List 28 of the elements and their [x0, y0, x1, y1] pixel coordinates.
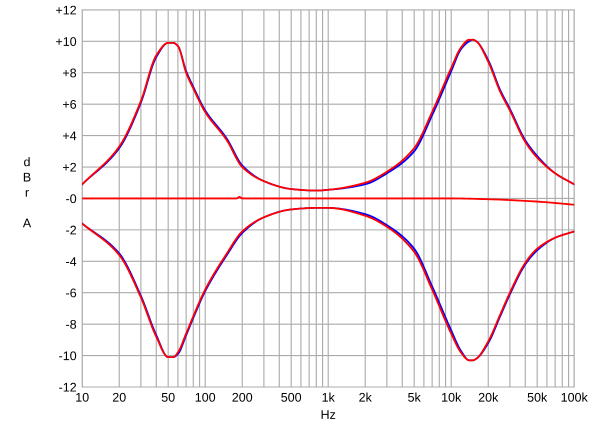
text: dBr A — [22, 157, 32, 228]
y-tick-label: +8 — [63, 68, 76, 78]
x-tick-label: 2k — [359, 392, 372, 402]
x-tick-label: 20k — [478, 392, 498, 402]
x-tick-label: 5k — [408, 392, 421, 402]
x-tick-label: 500 — [281, 392, 302, 402]
x-tick-label: 200 — [232, 392, 252, 402]
y-tick-label: +2 — [63, 162, 76, 172]
y-tick-label: +6 — [63, 100, 76, 109]
y-tick-label: +12 — [56, 6, 76, 14]
y-tick-label: +4 — [63, 132, 76, 140]
x-tick-label: 50k — [528, 392, 548, 402]
y-tick-label: -6 — [66, 288, 76, 298]
x-tick-label: 10 — [76, 392, 89, 402]
y-tick-label: -4 — [66, 257, 76, 266]
y-tick-label: -2 — [66, 226, 76, 234]
x-tick-label: 20 — [112, 392, 126, 402]
x-tick-label: 1k — [322, 392, 335, 402]
y-tick-label: -0 — [66, 194, 76, 204]
y-tick-label: -8 — [66, 320, 76, 329]
x-tick-label: 50 — [162, 392, 175, 402]
y-tick-label: -12 — [59, 382, 76, 392]
x-axis-title: Hz — [322, 410, 336, 419]
x-tick-label: 100 — [196, 392, 216, 402]
x-tick-label: 100k — [562, 392, 588, 402]
x-tick-label: 10k — [442, 392, 462, 402]
y-tick-label: +10 — [56, 37, 76, 46]
y-tick-label: -10 — [59, 351, 76, 360]
